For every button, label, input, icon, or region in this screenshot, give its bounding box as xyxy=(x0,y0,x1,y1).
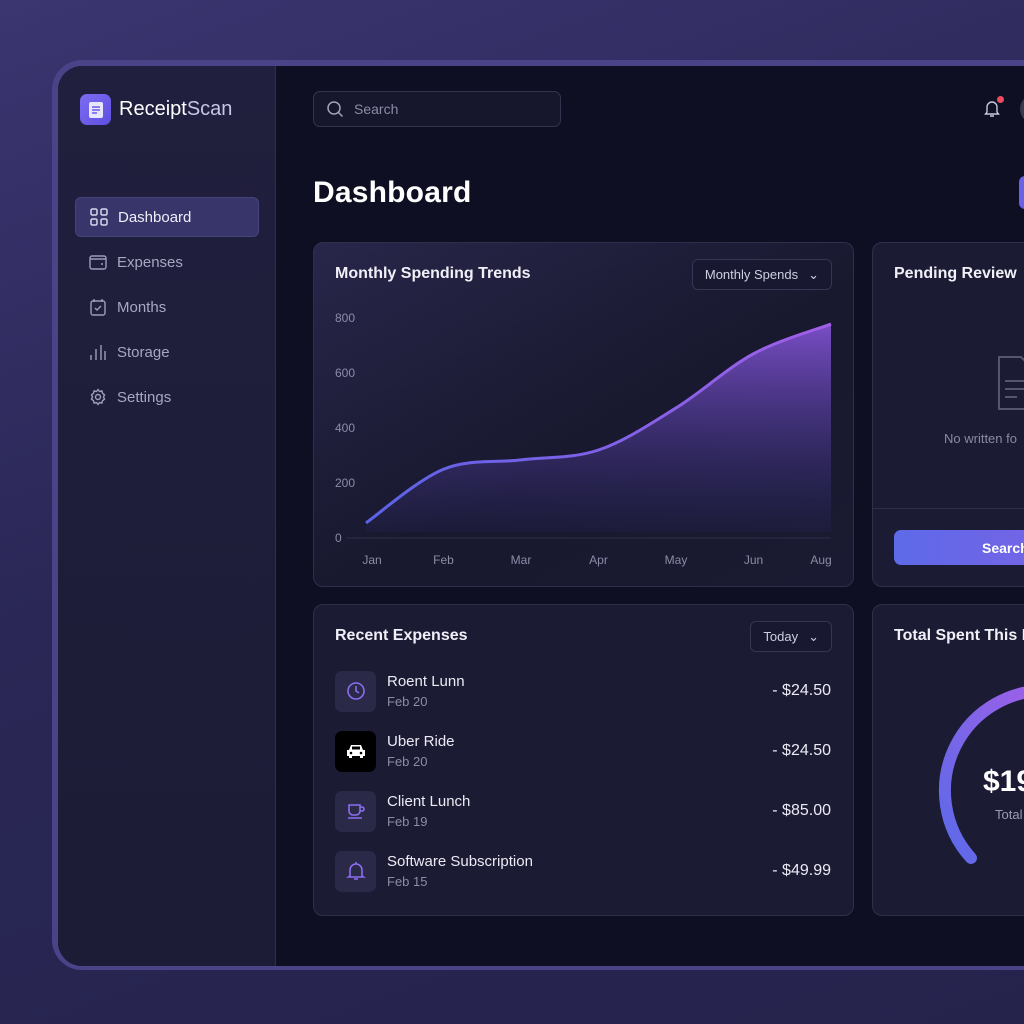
grid-icon xyxy=(90,208,108,226)
search-button[interactable]: Search xyxy=(894,530,1024,565)
wallet-icon xyxy=(89,255,107,270)
total-amount: $19 xyxy=(983,765,1024,798)
sidebar-item-expenses[interactable]: Expenses xyxy=(75,242,259,282)
y-tick-label: 800 xyxy=(335,311,355,325)
trends-period-select[interactable]: Monthly Spends ⌄ xyxy=(691,259,832,290)
coffee-icon xyxy=(335,790,376,832)
sidebar-item-label: Settings xyxy=(117,388,172,406)
sidebar-item-dashboard[interactable]: Dashboard xyxy=(75,197,259,237)
sidebar-item-months[interactable]: Months xyxy=(75,287,259,327)
search-placeholder: Search xyxy=(354,101,399,117)
y-tick-label: 400 xyxy=(335,421,355,435)
search-input[interactable]: Search xyxy=(313,91,561,127)
card-title: Total Spent This M xyxy=(894,627,1024,644)
y-tick-label: 200 xyxy=(335,476,355,490)
logo[interactable]: ReceiptScan xyxy=(80,94,232,125)
document-icon xyxy=(998,356,1024,410)
expense-amount: - $24.50 xyxy=(772,682,831,699)
empty-state-text: No written fo xyxy=(944,431,1017,446)
calendar-check-icon xyxy=(90,299,106,316)
card-title: Pending Review xyxy=(894,265,1017,282)
main-content: Search Dashboard Monthly Spending Trends… xyxy=(276,66,1024,966)
area-fill xyxy=(366,324,831,532)
expense-date: Feb 19 xyxy=(387,814,428,829)
divider xyxy=(873,508,1024,509)
notifications-button[interactable] xyxy=(982,96,1004,123)
recent-expenses-card: Recent Expenses Today ⌄ Roent Lunn Feb 20… xyxy=(313,604,854,916)
select-value: Monthly Spends xyxy=(704,267,799,282)
sidebar-item-label: Expenses xyxy=(117,253,183,271)
x-tick-label: Jun xyxy=(744,553,763,567)
spending-chart: 0 200 400 600 800 Jan Feb Mar Apr May Jun Aug xyxy=(335,311,832,567)
chevron-down-icon: ⌄ xyxy=(808,266,819,282)
card-title: Recent Expenses xyxy=(335,627,468,644)
gauge-arc xyxy=(938,686,1024,864)
sidebar-item-storage[interactable]: Storage xyxy=(75,332,259,372)
x-tick-label: Jan xyxy=(362,553,381,567)
total-spent-card: Total Spent This M $19 Total xyxy=(872,604,1024,916)
sidebar-item-label: Months xyxy=(117,298,167,316)
expense-name: Roent Lunn xyxy=(387,673,465,690)
expense-row[interactable]: Software Subscription Feb 15 - $49.99 xyxy=(335,849,831,893)
primary-action-button[interactable] xyxy=(1019,176,1024,209)
notification-badge xyxy=(997,96,1004,103)
chevron-down-icon: ⌄ xyxy=(808,628,819,644)
y-tick-label: 0 xyxy=(335,531,342,545)
expense-amount: - $24.50 xyxy=(772,742,831,759)
expense-name: Uber Ride xyxy=(387,733,455,750)
total-gauge xyxy=(938,686,1024,864)
expense-amount: - $49.99 xyxy=(772,862,831,879)
total-label: Total xyxy=(995,807,1023,822)
expense-name: Software Subscription xyxy=(387,853,533,870)
app-name: ReceiptScan xyxy=(119,98,233,120)
expense-date: Feb 20 xyxy=(387,694,428,709)
bar-chart-icon xyxy=(90,345,106,360)
sidebar-item-settings[interactable]: Settings xyxy=(75,377,259,417)
x-tick-label: May xyxy=(665,553,688,567)
expense-row[interactable]: Uber Ride Feb 20 - $24.50 xyxy=(335,729,831,773)
app-window: ReceiptScan Dashboard Expenses Months St… xyxy=(52,60,1024,970)
expense-row[interactable]: Roent Lunn Feb 20 - $24.50 xyxy=(335,669,831,713)
y-tick-label: 600 xyxy=(335,366,355,380)
recent-period-select[interactable]: Today ⌄ xyxy=(750,621,832,652)
sidebar-nav: Dashboard Expenses Months Storage Settin… xyxy=(75,197,259,422)
series-line xyxy=(365,322,832,525)
x-tick-label: Feb xyxy=(433,553,454,567)
sidebar-item-label: Dashboard xyxy=(118,208,192,226)
sidebar: ReceiptScan Dashboard Expenses Months St… xyxy=(58,66,276,966)
receipt-icon xyxy=(80,94,111,125)
x-tick-label: Aug xyxy=(810,553,831,567)
monthly-trends-card: Monthly Spending Trends Monthly Spends ⌄… xyxy=(313,242,854,587)
expense-name: Client Lunch xyxy=(387,793,471,810)
pending-review-card: Pending Review No written fo Search xyxy=(872,242,1024,587)
search-icon xyxy=(327,101,344,118)
x-tick-label: Mar xyxy=(511,553,532,567)
clock-icon xyxy=(335,670,376,712)
gear-icon xyxy=(90,388,106,406)
expense-amount: - $85.00 xyxy=(772,802,831,819)
card-title: Monthly Spending Trends xyxy=(335,265,531,282)
avatar[interactable] xyxy=(1020,94,1024,124)
x-tick-label: Apr xyxy=(589,553,608,567)
expense-date: Feb 20 xyxy=(387,754,428,769)
bell-icon xyxy=(984,101,1000,117)
page-title: Dashboard xyxy=(313,176,472,209)
expense-date: Feb 15 xyxy=(387,874,428,889)
select-value: Today xyxy=(763,629,799,644)
sidebar-item-label: Storage xyxy=(117,343,170,361)
car-icon xyxy=(335,730,376,772)
expense-row[interactable]: Client Lunch Feb 19 - $85.00 xyxy=(335,789,831,833)
bell-icon xyxy=(335,850,376,892)
